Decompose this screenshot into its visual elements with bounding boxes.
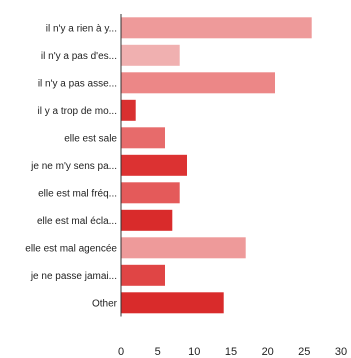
x-tick-label: 30: [335, 346, 347, 358]
category-label: elle est sale: [64, 133, 117, 144]
category-labels: il n'y a rien à y... il n'y a pas d'es...…: [25, 23, 117, 309]
category-label: elle est mal fréq...: [38, 188, 117, 199]
category-label: il n'y a pas d'es...: [41, 51, 117, 62]
bar: [121, 127, 165, 149]
x-tick-label: 10: [188, 346, 200, 358]
bar: [121, 237, 246, 259]
category-label: Other: [92, 298, 118, 309]
bar: [121, 182, 180, 204]
category-label: il y a trop de mo...: [38, 106, 117, 117]
bar: [121, 264, 165, 286]
bar: [121, 209, 173, 231]
category-label: il n'y a pas asse...: [38, 78, 117, 89]
bar: [121, 154, 187, 176]
category-label: il n'y a rien à y...: [46, 23, 117, 34]
category-label: je ne m'y sens pa...: [30, 161, 117, 172]
category-label: elle est mal écla...: [37, 216, 117, 227]
bar: [121, 292, 224, 314]
bar: [121, 72, 275, 94]
x-tick-label: 20: [262, 346, 274, 358]
bar: [121, 99, 136, 121]
bars-group: [121, 17, 312, 314]
category-label: je ne passe jamai...: [30, 271, 117, 282]
x-tick-label: 25: [298, 346, 310, 358]
x-tick-label: 5: [155, 346, 161, 358]
x-tick-label: 0: [118, 346, 124, 358]
x-tick-labels: 0 5 10 15 20 25 30: [118, 346, 347, 358]
bar: [121, 17, 312, 39]
x-tick-label: 15: [225, 346, 237, 358]
bar: [121, 44, 180, 66]
category-label: elle est mal agencée: [25, 243, 117, 254]
